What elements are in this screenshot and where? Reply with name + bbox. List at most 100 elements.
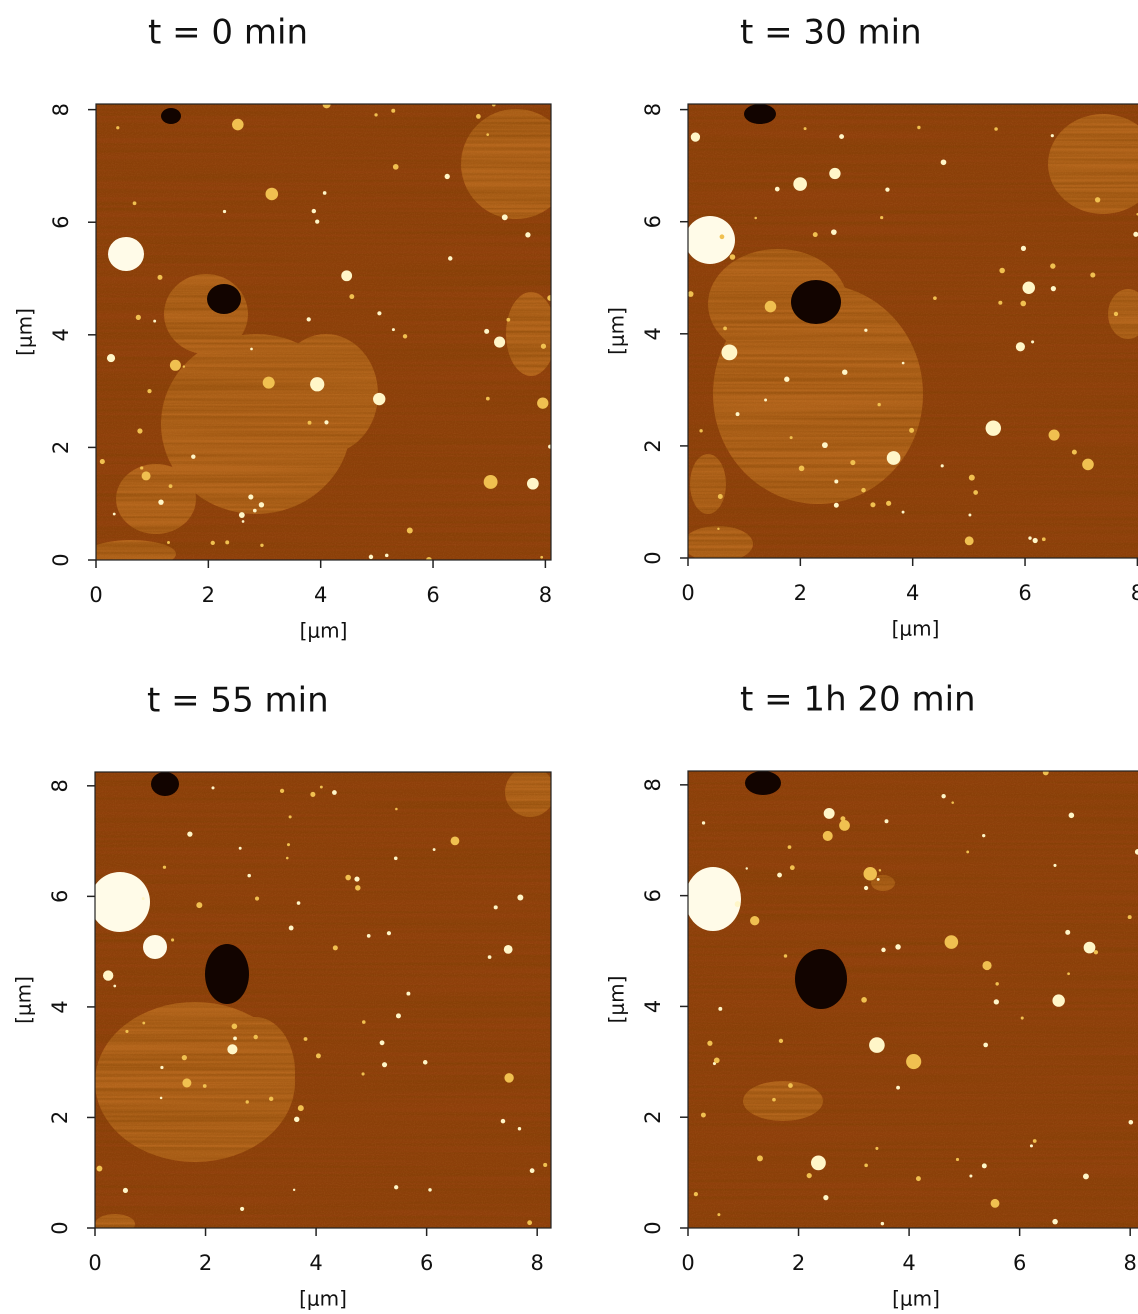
- particle: [985, 420, 1002, 436]
- particle: [135, 314, 141, 320]
- particle: [248, 494, 254, 500]
- y-tick-label: 0: [641, 1221, 665, 1234]
- particle: [368, 554, 374, 560]
- particle: [1020, 245, 1027, 251]
- particle: [315, 1053, 321, 1059]
- x-tick-label: 0: [89, 583, 102, 607]
- particle: [319, 785, 323, 789]
- particle: [141, 471, 151, 481]
- particle: [225, 540, 230, 545]
- particle: [306, 317, 311, 322]
- particle: [395, 1013, 401, 1019]
- particle: [238, 846, 242, 850]
- y-tick-label: 6: [48, 890, 72, 903]
- x-axis-label: [μm]: [892, 1287, 940, 1311]
- y-axis-label: [μm]: [605, 976, 629, 1024]
- particle: [999, 267, 1005, 274]
- particle: [444, 173, 450, 180]
- particle: [719, 234, 725, 240]
- x-tick-label: 8: [539, 583, 552, 607]
- particle: [231, 1023, 238, 1030]
- particle: [778, 1038, 784, 1044]
- particle: [402, 334, 408, 339]
- grain: [688, 771, 1138, 1228]
- particle: [717, 494, 723, 499]
- particle: [798, 465, 805, 472]
- x-tick-label: 6: [1018, 581, 1031, 605]
- particle: [476, 114, 481, 119]
- particle: [1133, 231, 1138, 237]
- particle: [944, 935, 959, 949]
- particle: [789, 865, 795, 871]
- particle: [140, 466, 144, 470]
- particle: [1015, 342, 1025, 352]
- particle: [286, 843, 291, 847]
- particle: [485, 396, 490, 401]
- particle: [878, 869, 882, 872]
- y-tick-label: 8: [641, 778, 665, 791]
- particle: [377, 311, 382, 316]
- particle: [322, 104, 331, 109]
- particle: [448, 256, 453, 261]
- particle: [877, 402, 881, 407]
- particle: [262, 376, 275, 389]
- particle: [951, 801, 954, 804]
- particle: [1032, 1139, 1037, 1143]
- particle: [191, 454, 196, 459]
- particle: [1041, 537, 1046, 542]
- particle: [840, 816, 846, 822]
- particle: [990, 1198, 1000, 1208]
- grain: [95, 772, 551, 1228]
- particle: [147, 389, 152, 394]
- particle: [982, 834, 986, 838]
- particle: [157, 274, 163, 280]
- particle: [1022, 281, 1035, 295]
- particle: [881, 947, 886, 953]
- particle: [863, 867, 877, 881]
- particle: [307, 420, 312, 425]
- particle: [196, 902, 203, 909]
- particle: [112, 512, 116, 516]
- particle: [885, 187, 890, 192]
- frame: [687, 103, 1138, 559]
- particle: [772, 1097, 776, 1102]
- particle: [842, 369, 848, 375]
- particle: [392, 163, 399, 170]
- y-tick-label: 8: [641, 103, 665, 116]
- particle: [981, 1163, 987, 1169]
- particle: [393, 856, 398, 861]
- particle: [734, 901, 741, 908]
- particle: [1082, 1173, 1089, 1180]
- particle: [968, 513, 972, 517]
- particle: [955, 1157, 960, 1162]
- particle: [240, 1206, 245, 1211]
- particle: [994, 127, 998, 131]
- particle: [102, 970, 114, 981]
- particle: [821, 442, 828, 449]
- y-tick-label: 0: [48, 1221, 72, 1234]
- particle: [211, 786, 215, 790]
- particle: [1052, 1218, 1058, 1225]
- particle: [548, 444, 551, 449]
- grain: [688, 104, 1138, 558]
- y-tick-label: 4: [641, 327, 665, 340]
- particle: [504, 1073, 514, 1083]
- afm-image: [688, 104, 1138, 558]
- particle: [450, 836, 460, 846]
- particle: [834, 479, 839, 484]
- particle: [886, 500, 892, 506]
- particle: [288, 925, 294, 931]
- particle: [1090, 272, 1096, 278]
- particle: [160, 1065, 164, 1070]
- particle: [1020, 300, 1027, 307]
- particle: [366, 934, 371, 938]
- particle: [788, 1083, 793, 1088]
- particle: [721, 344, 738, 361]
- hole: [795, 949, 847, 1009]
- particle: [241, 520, 245, 523]
- particle: [966, 850, 970, 854]
- particle: [250, 347, 253, 351]
- particle: [394, 1185, 399, 1190]
- particle: [811, 1155, 826, 1171]
- particle: [238, 512, 245, 518]
